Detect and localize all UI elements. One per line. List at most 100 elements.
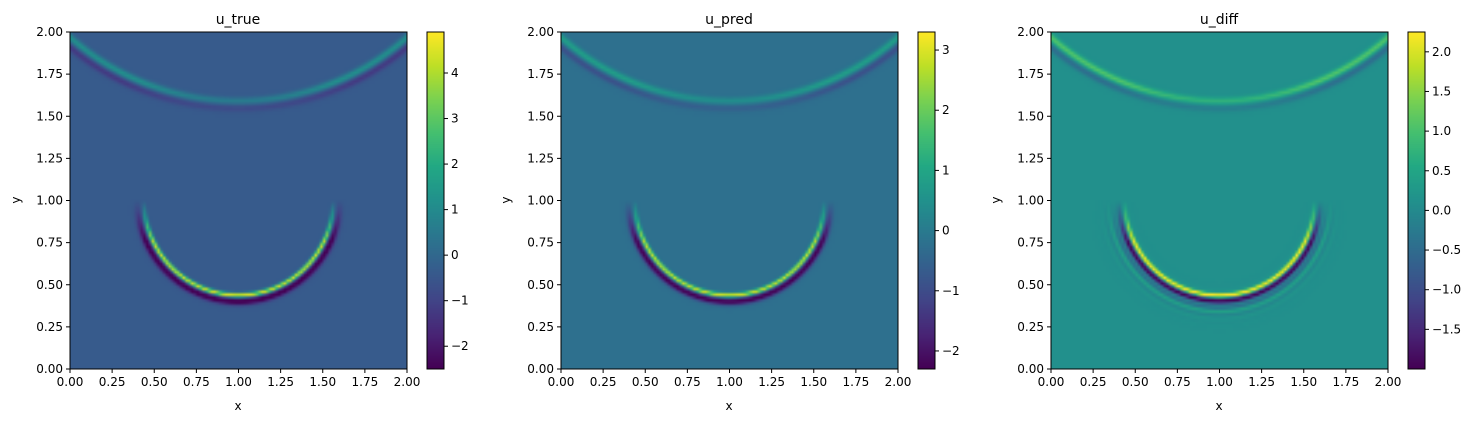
colorbar-gradient	[1408, 32, 1425, 369]
x-tick-label: 1.00	[225, 375, 252, 389]
y-tick-label: 0.50	[1017, 278, 1044, 292]
x-axis-label: x	[1215, 399, 1222, 413]
y-axis: 0.00 0.25 0.50 0.75 1.00 1.25 1.50 1.75 2.00	[36, 25, 70, 376]
colorbar-tick-label: −2	[451, 339, 469, 353]
colorbar-axis: −2 −1 0 1 2 3 4	[444, 66, 469, 353]
colorbar-tick-label: 2	[942, 103, 950, 117]
y-axis: 0.00 0.25 0.50 0.75 1.00 1.25 1.50 1.75 2.00	[1017, 25, 1051, 376]
colorbar-frame	[917, 31, 936, 370]
y-tick-label: 0.75	[527, 236, 554, 250]
x-tick-label: 1.25	[758, 375, 785, 389]
colorbar-tick-label: 1.5	[1432, 84, 1451, 98]
x-tick-label: 0.50	[141, 375, 168, 389]
x-tick-label: 0.00	[548, 375, 575, 389]
x-tick-label: 1.00	[716, 375, 743, 389]
x-tick-label: 2.00	[885, 375, 912, 389]
x-tick-label: 1.75	[1333, 375, 1360, 389]
y-tick-label: 2.00	[1017, 25, 1044, 39]
x-tick-label: 0.75	[183, 375, 210, 389]
colorbar-tick-label: 3	[451, 112, 459, 126]
colorbar-tick-label: 1.0	[1432, 124, 1451, 138]
x-tick-label: 1.50	[309, 375, 336, 389]
y-tick-label: 0.75	[36, 236, 63, 250]
colorbar-frame	[1407, 31, 1426, 370]
panel-title: u_pred	[705, 12, 753, 28]
x-tick-label: 0.75	[674, 375, 701, 389]
y-axis-label: y	[9, 196, 23, 203]
x-tick-label: 1.75	[843, 375, 870, 389]
colorbar-tick-label: −1.5	[1432, 322, 1461, 336]
x-axis-label: x	[725, 399, 732, 413]
x-tick-label: 1.25	[267, 375, 294, 389]
y-tick-label: 1.00	[527, 194, 554, 208]
x-tick-label: 0.50	[632, 375, 659, 389]
y-tick-label: 0.75	[1017, 236, 1044, 250]
x-tick-label: 0.00	[1038, 375, 1065, 389]
y-tick-label: 2.00	[527, 25, 554, 39]
colorbar-tick-label: 3	[942, 43, 950, 57]
x-axis: 0.00 0.25 0.50 0.75 1.00 1.25 1.50 1.75 2.00	[548, 369, 912, 389]
colorbar-tick-label: 2.0	[1432, 45, 1451, 59]
heatmap-image	[561, 32, 898, 369]
panel-u-diff: u_diff 0.00 0.25 0.50 0.75 1.00 1.25 1.50 1.75 2…	[989, 12, 1461, 413]
x-axis: 0.00 0.25 0.50 0.75 1.00 1.25 1.50 1.75 2.00	[57, 369, 421, 389]
y-tick-label: 0.00	[527, 362, 554, 376]
x-tick-label: 1.00	[1206, 375, 1233, 389]
x-tick-label: 1.50	[1290, 375, 1317, 389]
panel-title: u_true	[216, 12, 261, 28]
x-axis-label: x	[234, 399, 241, 413]
x-tick-label: 2.00	[1375, 375, 1402, 389]
x-tick-label: 0.25	[99, 375, 126, 389]
colorbar-tick-label: 0	[942, 224, 950, 238]
y-tick-label: 1.50	[1017, 109, 1044, 123]
panel-u-true: u_true 0.00 0.25 0.50 0.75 1.00 1.25 1.50 1.75 2…	[9, 12, 469, 413]
x-tick-label: 0.00	[57, 375, 84, 389]
colorbar-axis: −1.5 −1.0 −0.5 0.0 0.5 1.0 1.5 2.0	[1425, 45, 1461, 336]
y-tick-label: 1.50	[527, 109, 554, 123]
colorbar-tick-label: 0.5	[1432, 164, 1451, 178]
colorbar-tick-label: −1	[942, 284, 960, 298]
y-axis-label: y	[989, 196, 1003, 203]
y-axis-label: y	[499, 196, 513, 203]
y-tick-label: 0.25	[36, 320, 63, 334]
y-tick-label: 1.50	[36, 109, 63, 123]
x-tick-label: 2.00	[394, 375, 421, 389]
heatmap-image	[70, 32, 407, 369]
colorbar-axis: −2 −1 0 1 2 3	[935, 43, 960, 358]
y-tick-label: 1.25	[36, 151, 63, 165]
colorbar-gradient	[918, 32, 935, 369]
x-tick-label: 1.50	[800, 375, 827, 389]
colorbar-tick-label: −2	[942, 344, 960, 358]
y-tick-label: 0.50	[36, 278, 63, 292]
y-tick-label: 1.75	[1017, 67, 1044, 81]
y-tick-label: 1.75	[36, 67, 63, 81]
y-tick-label: 0.25	[1017, 320, 1044, 334]
x-tick-label: 0.25	[1080, 375, 1107, 389]
colorbar-tick-label: 1	[942, 163, 950, 177]
x-tick-label: 1.25	[1248, 375, 1275, 389]
x-tick-label: 0.50	[1122, 375, 1149, 389]
x-tick-label: 0.25	[590, 375, 617, 389]
panel-u-pred: u_pred 0.00 0.25 0.50 0.75 1.00 1.25 1.50 1.75 2…	[499, 12, 960, 413]
colorbar-tick-label: −1.0	[1432, 283, 1461, 297]
x-axis: 0.00 0.25 0.50 0.75 1.00 1.25 1.50 1.75 2.00	[1038, 369, 1402, 389]
heatmap-image	[1051, 32, 1388, 369]
colorbar-tick-label: 2	[451, 157, 459, 171]
colorbar-gradient	[427, 32, 444, 369]
panel-title: u_diff	[1200, 12, 1239, 28]
x-tick-label: 1.75	[352, 375, 379, 389]
y-tick-label: 0.50	[527, 278, 554, 292]
y-axis: 0.00 0.25 0.50 0.75 1.00 1.25 1.50 1.75 2.00	[527, 25, 561, 376]
colorbar-tick-label: 0.0	[1432, 203, 1451, 217]
y-tick-label: 0.00	[1017, 362, 1044, 376]
y-tick-label: 1.25	[1017, 151, 1044, 165]
colorbar-frame	[426, 31, 445, 370]
y-tick-label: 0.00	[36, 362, 63, 376]
colorbar-tick-label: 1	[451, 203, 459, 217]
colorbar-tick-label: −0.5	[1432, 243, 1461, 257]
y-tick-label: 1.00	[36, 194, 63, 208]
y-tick-label: 1.25	[527, 151, 554, 165]
y-tick-label: 0.25	[527, 320, 554, 334]
y-tick-label: 1.75	[527, 67, 554, 81]
